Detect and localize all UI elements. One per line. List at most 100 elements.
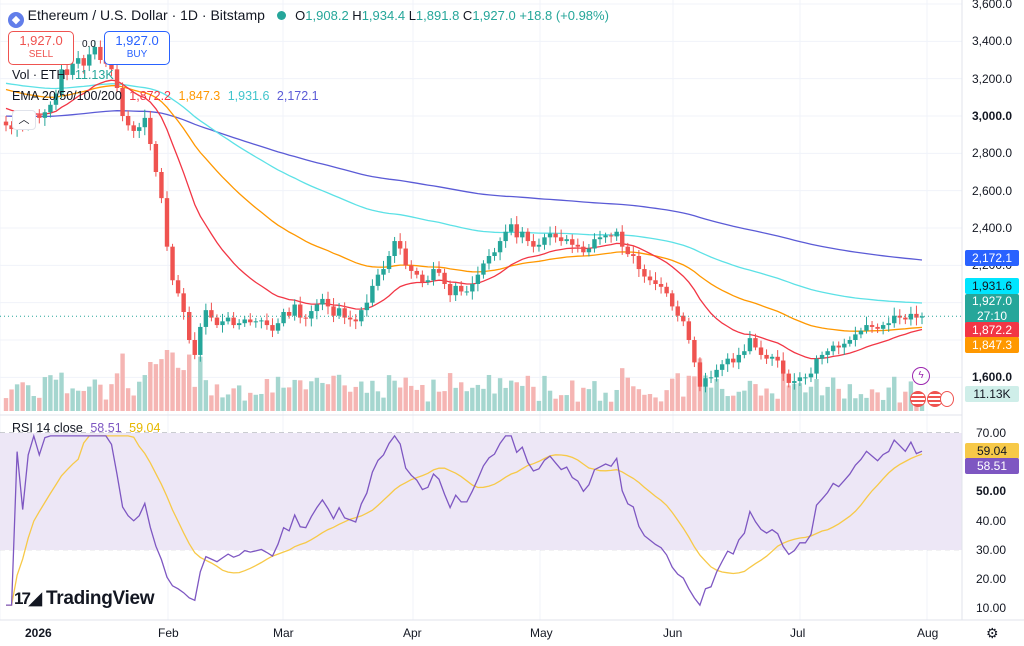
volume-bar — [470, 387, 475, 411]
candle-body — [81, 58, 86, 66]
candle-body — [653, 280, 658, 284]
ema-lines — [5, 79, 923, 360]
lightning-icon[interactable]: ϟ — [912, 367, 930, 385]
volume-bar — [853, 398, 858, 411]
ohlc-o-label: O — [295, 8, 306, 23]
event-group-icon[interactable] — [940, 391, 954, 407]
volume-bar — [819, 395, 825, 411]
volume-bar — [764, 388, 769, 411]
candle-body — [120, 88, 125, 116]
sell-button[interactable]: 1,927.0 SELL — [8, 31, 74, 65]
volume-bar — [347, 391, 353, 411]
volume-bar — [153, 364, 159, 411]
candle-body — [581, 246, 586, 253]
candle-body — [708, 377, 714, 379]
candle-body — [298, 304, 303, 318]
candle-body — [275, 323, 281, 331]
volume-bar — [453, 387, 458, 411]
ema50-value: 1,847.3 — [178, 89, 221, 103]
volume-bar — [248, 392, 253, 411]
volume-bar — [9, 389, 14, 411]
candle-body — [675, 306, 680, 316]
candle-body — [470, 284, 475, 292]
volume-bar — [503, 387, 508, 411]
ema200-value: 2,172.1 — [276, 89, 319, 103]
volume-bar — [303, 389, 308, 411]
candle-body — [475, 274, 481, 284]
volume-bar — [59, 372, 64, 411]
candle-body — [286, 312, 292, 316]
volume-bar — [825, 386, 830, 411]
rsi-legend-label: RSI 14 close — [12, 421, 83, 435]
candle-body — [9, 125, 14, 130]
tradingview-mark-icon: 17◢ — [14, 589, 42, 608]
brand-name: TradingView — [45, 588, 155, 609]
volume-bar — [242, 400, 247, 411]
volume-bar — [192, 386, 197, 411]
candle-body — [631, 254, 636, 256]
candle-body — [48, 104, 53, 113]
tradingview-logo[interactable]: 17◢ TradingView — [14, 588, 155, 610]
volume-legend[interactable]: Vol · ETH 11.13K — [12, 68, 114, 82]
price-tick-label: 3,400.0 — [972, 34, 1013, 49]
candle-body — [553, 233, 558, 238]
volume-bar — [120, 353, 125, 411]
volume-bar — [603, 392, 608, 411]
us-flag-icon[interactable] — [910, 391, 926, 407]
volume-bar — [592, 381, 597, 411]
buy-button[interactable]: 1,927.0 BUY — [104, 31, 170, 65]
candle-body — [370, 285, 375, 303]
price-tick-label: 3,200.0 — [972, 71, 1013, 86]
candle-body — [753, 338, 758, 348]
candle-body — [625, 246, 630, 255]
candle-body — [847, 340, 853, 344]
candle-body — [697, 362, 703, 387]
candle-body — [92, 46, 98, 55]
candle-body — [503, 231, 508, 242]
candle-body — [531, 241, 536, 247]
volume-bar — [564, 395, 569, 411]
volume-bar — [353, 386, 358, 411]
volume-bar — [620, 368, 625, 411]
settings-gear-icon[interactable]: ⚙ — [986, 625, 999, 641]
candle-body — [542, 237, 547, 245]
volume-bar — [375, 391, 381, 411]
rsi-legend[interactable]: RSI 14 close 58.51 59.04 — [12, 421, 160, 435]
candle-body — [309, 311, 314, 319]
candle-body — [248, 319, 253, 323]
volume-bar — [87, 386, 92, 411]
ema20-value: 1,872.2 — [129, 89, 172, 103]
volume-bar — [286, 387, 292, 411]
volume-bar — [636, 389, 642, 411]
candle-body — [75, 58, 81, 64]
volume-bar — [669, 378, 675, 411]
rsi-tag: 58.51 — [965, 458, 1019, 474]
ema50-tag: 1,847.3 — [965, 337, 1019, 353]
volume-bar — [425, 401, 431, 411]
ohlc-open: 1,908.2 — [305, 8, 349, 23]
volume-bar — [342, 385, 347, 411]
candle-body — [425, 280, 431, 283]
volume-bar — [553, 398, 558, 411]
ema20-tag: 1,872.2 — [965, 322, 1019, 338]
candle-body — [575, 244, 581, 247]
candle-body — [42, 112, 48, 118]
volume-bar — [48, 375, 53, 411]
volume-tag: 11.13K — [965, 386, 1019, 402]
ema-legend[interactable]: EMA 20/50/100/200 1,872.2 1,847.3 1,931.… — [12, 89, 319, 103]
collapse-legend-button[interactable]: ︿ — [12, 110, 36, 130]
candle-body — [292, 304, 297, 316]
time-tick-label: Apr — [403, 626, 422, 640]
time-tick-label: 2026 — [25, 626, 52, 640]
candle-body — [303, 317, 308, 319]
symbol-title[interactable]: Ethereum / U.S. Dollar · 1D · Bitstamp — [27, 7, 265, 23]
volume-bar — [842, 398, 847, 411]
candle-body — [492, 252, 497, 256]
candles[interactable] — [0, 40, 962, 393]
candle-body — [381, 269, 386, 275]
candle-body — [508, 224, 514, 232]
candle-body — [353, 319, 358, 322]
candle-body — [242, 319, 247, 324]
volume-bar — [359, 381, 364, 411]
